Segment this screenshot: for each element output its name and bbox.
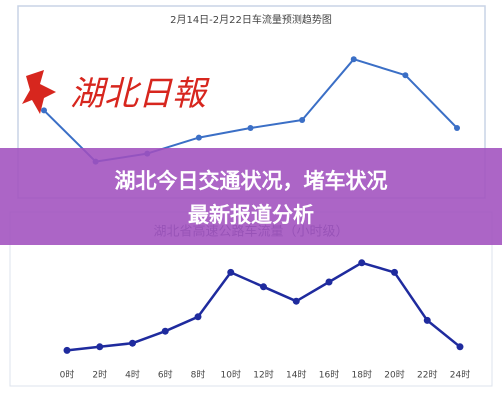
banner-line: 最新报道分析 <box>188 203 314 227</box>
logo-text: 湖北日報 <box>70 74 210 114</box>
x-tick-label: 22时 <box>417 369 437 381</box>
x-tick-label: 20时 <box>384 369 404 381</box>
chart-title: 2月14日-2月22日车流量预测趋势图 <box>170 13 332 26</box>
x-tick-label: 10时 <box>221 369 241 381</box>
logo-emblem <box>22 70 56 114</box>
point <box>299 117 306 123</box>
point <box>423 316 431 324</box>
x-tick-label: 0时 <box>60 369 75 381</box>
x-tick-label: 16时 <box>319 369 339 381</box>
point <box>358 259 366 267</box>
point <box>456 343 464 351</box>
point <box>247 125 254 131</box>
x-tick-label: 8时 <box>191 369 206 381</box>
point <box>96 343 104 351</box>
point <box>161 327 169 335</box>
point <box>325 278 333 286</box>
point <box>195 134 202 141</box>
point <box>194 313 202 321</box>
point <box>454 125 460 131</box>
x-tick-label: 2时 <box>92 369 107 381</box>
point <box>129 339 136 347</box>
logo: 湖北日報 <box>22 70 210 114</box>
point <box>41 107 47 114</box>
x-tick-label: 6时 <box>158 369 173 381</box>
point <box>227 268 235 276</box>
point <box>391 268 398 276</box>
banner <box>0 148 502 245</box>
point <box>292 297 300 305</box>
point <box>350 56 357 63</box>
point <box>63 346 71 354</box>
x-tick-label: 4时 <box>125 369 140 381</box>
point <box>402 72 409 79</box>
x-tick-label: 12时 <box>253 369 273 381</box>
x-tick-label: 24时 <box>450 369 470 381</box>
x-tick-label: 14时 <box>286 369 306 381</box>
point <box>260 283 267 291</box>
x-tick-label: 18时 <box>352 369 372 381</box>
banner-line: 湖北今日交通状况，堵车状况 <box>115 169 388 193</box>
